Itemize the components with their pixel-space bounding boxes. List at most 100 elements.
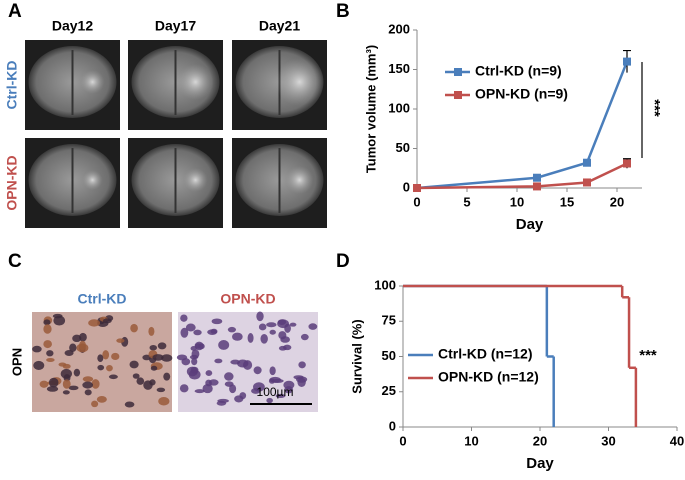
- nucleus: [297, 377, 306, 387]
- point: [533, 173, 541, 182]
- nucleus: [148, 326, 155, 336]
- y-tick-label: 150: [388, 61, 410, 76]
- nucleus: [188, 369, 201, 380]
- x-tick-label: 0: [399, 433, 406, 448]
- nucleus: [191, 357, 198, 366]
- nucleus: [116, 338, 125, 343]
- nucleus: [157, 342, 167, 350]
- nucleus: [289, 322, 297, 327]
- nucleus: [52, 313, 63, 319]
- nucleus: [251, 388, 261, 394]
- point: [583, 178, 591, 187]
- nucleus: [69, 343, 77, 352]
- significance: ***: [646, 99, 663, 117]
- point: [583, 158, 591, 167]
- legend-label: OPN-KD (n=12): [438, 369, 539, 385]
- x-tick-label: 0: [413, 194, 420, 209]
- nucleus: [266, 397, 273, 404]
- nucleus: [68, 385, 79, 391]
- nucleus: [60, 368, 73, 379]
- nucleus: [260, 333, 268, 344]
- legend-label: Ctrl-KD (n=9): [475, 63, 562, 79]
- tumor: [80, 70, 105, 94]
- nucleus: [72, 334, 82, 343]
- nucleus: [43, 319, 51, 326]
- nucleus: [108, 374, 118, 380]
- nucleus: [46, 357, 55, 363]
- nucleus: [185, 323, 196, 332]
- nucleus: [73, 368, 81, 377]
- tumor: [177, 64, 214, 100]
- y-tick-label: 0: [403, 179, 410, 194]
- nucleus: [97, 364, 105, 371]
- nucleus: [43, 340, 52, 349]
- nucleus: [205, 370, 213, 376]
- nucleus: [91, 379, 100, 389]
- column-label: Day21: [259, 18, 300, 34]
- point: [623, 57, 631, 66]
- nucleus: [33, 360, 45, 370]
- legend-label: OPN-KD (n=9): [475, 86, 568, 102]
- nucleus: [156, 387, 166, 393]
- y-tick-label: 50: [396, 140, 410, 155]
- legend-marker: [454, 68, 462, 76]
- nucleus: [88, 319, 101, 327]
- nucleus: [46, 386, 59, 392]
- point: [533, 182, 541, 191]
- nucleus: [308, 323, 318, 330]
- nucleus: [180, 314, 188, 322]
- column-label: Ctrl-KD: [78, 291, 127, 307]
- nucleus: [84, 389, 92, 396]
- x-tick-label: 20: [533, 433, 547, 448]
- nucleus: [158, 397, 170, 406]
- nucleus: [152, 354, 164, 361]
- nucleus: [132, 373, 140, 379]
- tumor: [183, 168, 208, 192]
- y-tick-label: 75: [382, 313, 396, 328]
- nucleus: [161, 354, 173, 362]
- nucleus: [278, 331, 287, 340]
- nucleus: [102, 318, 112, 324]
- series-line: [416, 61, 629, 190]
- y-tick-label: 100: [388, 100, 410, 115]
- nucleus: [143, 380, 153, 390]
- legend-label: Ctrl-KD (n=12): [438, 346, 533, 362]
- y-axis-label: Survival (%): [349, 319, 364, 393]
- nucleus: [232, 332, 243, 341]
- x-axis-label: Day: [516, 216, 544, 233]
- tumor: [275, 58, 324, 106]
- point: [413, 184, 421, 192]
- nucleus: [298, 361, 306, 369]
- nucleus: [194, 341, 204, 351]
- column-label: Day17: [155, 18, 196, 34]
- significance: ***: [639, 347, 657, 364]
- y-tick-label: 25: [382, 383, 396, 398]
- nucleus: [76, 343, 89, 353]
- x-tick-label: 10: [464, 433, 478, 448]
- nucleus: [211, 318, 223, 325]
- nucleus: [58, 362, 67, 367]
- nucleus: [163, 372, 171, 381]
- scale-bar-label: 100µm: [257, 385, 294, 399]
- nucleus: [82, 376, 94, 382]
- nucleus: [46, 350, 54, 357]
- nucleus: [136, 377, 145, 385]
- nucleus: [179, 384, 189, 393]
- x-tick-label: 10: [510, 194, 524, 209]
- nucleus: [96, 396, 107, 403]
- nucleus: [39, 380, 49, 388]
- nucleus: [48, 377, 59, 388]
- nucleus: [284, 323, 291, 333]
- nucleus: [106, 365, 113, 372]
- nucleus: [62, 379, 71, 389]
- nucleus: [202, 383, 213, 394]
- nucleus: [181, 358, 191, 366]
- nucleus: [189, 354, 199, 360]
- panel-label: B: [336, 1, 350, 22]
- nucleus: [278, 345, 287, 351]
- x-tick-label: 30: [601, 433, 615, 448]
- row-label: OPN-KD: [4, 155, 20, 210]
- panel-label: A: [8, 1, 22, 22]
- panel-label: C: [8, 251, 22, 272]
